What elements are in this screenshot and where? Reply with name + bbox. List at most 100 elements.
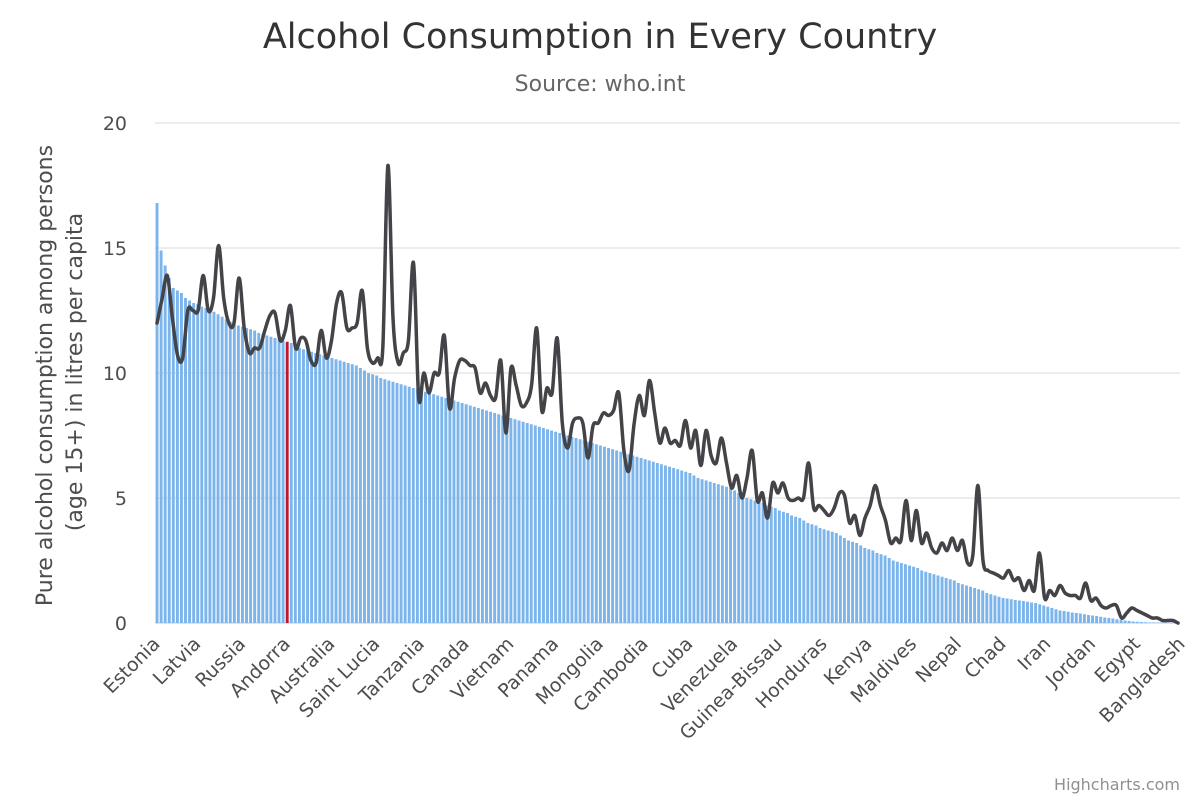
bar[interactable] — [810, 524, 814, 623]
bar[interactable] — [696, 478, 700, 623]
bar[interactable] — [460, 403, 464, 623]
bar[interactable] — [964, 585, 968, 624]
bar[interactable] — [615, 450, 619, 624]
bar[interactable] — [822, 529, 826, 623]
bar[interactable] — [558, 433, 562, 623]
bar[interactable] — [338, 360, 342, 624]
bar[interactable] — [802, 520, 806, 624]
bar[interactable] — [924, 571, 928, 623]
bar[interactable] — [330, 358, 334, 623]
bar[interactable] — [310, 351, 314, 623]
bar[interactable] — [1042, 605, 1046, 624]
bar[interactable] — [659, 464, 663, 623]
bar[interactable] — [607, 448, 610, 623]
bar[interactable] — [879, 554, 883, 623]
bar[interactable] — [786, 513, 789, 623]
bar[interactable] — [293, 345, 297, 624]
bar[interactable] — [851, 541, 855, 623]
bar[interactable] — [533, 425, 537, 624]
bar[interactable] — [741, 495, 745, 624]
bar[interactable] — [611, 449, 615, 623]
bar[interactable] — [908, 565, 911, 624]
bar[interactable] — [200, 306, 204, 623]
bar[interactable] — [574, 438, 578, 623]
bar[interactable] — [240, 326, 244, 623]
bar[interactable] — [863, 548, 867, 623]
bar[interactable] — [578, 439, 582, 623]
bar[interactable] — [912, 566, 916, 623]
bar[interactable] — [643, 459, 647, 623]
bar[interactable] — [969, 586, 972, 623]
bar[interactable] — [651, 461, 655, 623]
bar[interactable] — [1078, 613, 1082, 624]
bar[interactable] — [232, 324, 236, 623]
bar[interactable] — [956, 583, 960, 623]
bar[interactable] — [952, 580, 956, 624]
bar[interactable] — [387, 380, 391, 624]
bar[interactable] — [517, 420, 521, 624]
bar[interactable] — [1103, 617, 1107, 624]
bar[interactable] — [1021, 601, 1025, 623]
bar[interactable] — [993, 595, 997, 624]
bar[interactable] — [655, 463, 659, 623]
bar[interactable] — [753, 500, 757, 624]
bar[interactable] — [716, 484, 720, 623]
bar[interactable] — [1001, 598, 1005, 623]
bar[interactable] — [859, 545, 863, 624]
bar[interactable] — [456, 401, 460, 623]
bar[interactable] — [590, 443, 594, 623]
bar[interactable] — [627, 454, 631, 623]
bar[interactable] — [220, 316, 224, 623]
bar[interactable] — [265, 335, 269, 624]
bar[interactable] — [757, 501, 761, 623]
bar[interactable] — [497, 414, 501, 623]
bar[interactable] — [973, 588, 977, 623]
bar[interactable] — [383, 379, 387, 623]
bar[interactable] — [602, 446, 606, 623]
bar[interactable] — [895, 561, 899, 623]
bar[interactable] — [440, 396, 444, 623]
bar[interactable] — [623, 453, 627, 623]
bar[interactable] — [521, 421, 525, 623]
bar[interactable] — [920, 570, 924, 624]
bar[interactable] — [452, 400, 456, 624]
bar[interactable] — [407, 386, 411, 623]
bar[interactable] — [415, 389, 419, 623]
bar[interactable] — [179, 293, 183, 623]
bar[interactable] — [379, 378, 383, 623]
bar[interactable] — [261, 334, 265, 623]
bar[interactable] — [269, 336, 273, 623]
bar[interactable] — [175, 290, 179, 624]
bar[interactable] — [871, 550, 875, 624]
bar[interactable] — [1046, 606, 1050, 623]
bar[interactable] — [216, 314, 220, 623]
bar[interactable] — [936, 575, 940, 624]
bar[interactable] — [676, 469, 680, 623]
bar[interactable] — [903, 564, 907, 623]
bar[interactable] — [1095, 616, 1099, 623]
bar[interactable] — [639, 458, 643, 623]
bar[interactable] — [781, 511, 785, 623]
bar[interactable] — [855, 543, 859, 623]
bar[interactable] — [806, 523, 810, 623]
bar[interactable] — [289, 343, 293, 623]
bar[interactable] — [794, 516, 798, 623]
bar[interactable] — [358, 368, 362, 623]
bar[interactable] — [167, 278, 171, 623]
bar[interactable] — [432, 394, 436, 623]
bar[interactable] — [729, 488, 733, 623]
bar[interactable] — [1107, 618, 1111, 623]
bar[interactable] — [1148, 622, 1151, 624]
bar[interactable] — [830, 531, 834, 623]
bar[interactable] — [790, 515, 794, 624]
bar[interactable] — [391, 381, 395, 623]
bar[interactable] — [367, 373, 371, 623]
bar[interactable] — [273, 338, 277, 623]
bar[interactable] — [647, 460, 651, 624]
bar[interactable] — [448, 399, 452, 623]
bar[interactable] — [468, 405, 472, 624]
bar[interactable] — [867, 549, 871, 623]
bar[interactable] — [403, 385, 407, 624]
bar[interactable] — [586, 441, 590, 623]
bar[interactable] — [704, 480, 708, 624]
